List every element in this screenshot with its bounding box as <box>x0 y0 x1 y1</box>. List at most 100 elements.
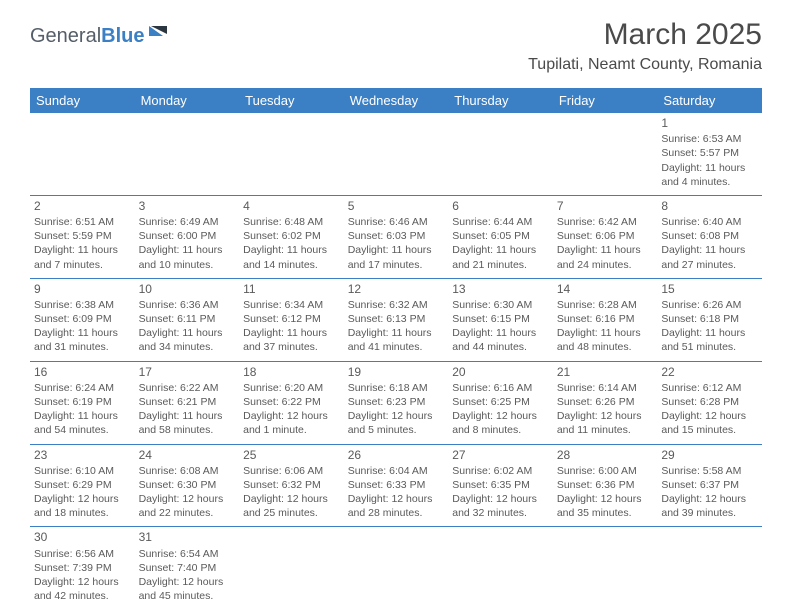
calendar-cell <box>239 527 344 609</box>
day-number: 9 <box>34 281 131 297</box>
sunrise-line: Sunrise: 6:49 AM <box>139 215 236 229</box>
sunset-line: Sunset: 6:19 PM <box>34 395 131 409</box>
calendar-cell: 31Sunrise: 6:54 AMSunset: 7:40 PMDayligh… <box>135 527 240 609</box>
sunset-line: Sunset: 6:30 PM <box>139 478 236 492</box>
sunrise-line: Sunrise: 6:14 AM <box>557 381 654 395</box>
calendar-cell: 27Sunrise: 6:02 AMSunset: 6:35 PMDayligh… <box>448 444 553 527</box>
sunrise-line: Sunrise: 5:58 AM <box>661 464 758 478</box>
flag-icon <box>149 24 171 48</box>
day-number: 26 <box>348 447 445 463</box>
calendar-body: 1Sunrise: 6:53 AMSunset: 5:57 PMDaylight… <box>30 113 762 609</box>
calendar-cell: 17Sunrise: 6:22 AMSunset: 6:21 PMDayligh… <box>135 361 240 444</box>
day-number: 21 <box>557 364 654 380</box>
day-number: 2 <box>34 198 131 214</box>
sunrise-line: Sunrise: 6:02 AM <box>452 464 549 478</box>
day-number: 1 <box>661 115 758 131</box>
daylight-line: Daylight: 11 hours and 31 minutes. <box>34 326 131 354</box>
daylight-line: Daylight: 11 hours and 48 minutes. <box>557 326 654 354</box>
calendar-table: SundayMondayTuesdayWednesdayThursdayFrid… <box>30 88 762 609</box>
calendar-cell: 5Sunrise: 6:46 AMSunset: 6:03 PMDaylight… <box>344 195 449 278</box>
sunrise-line: Sunrise: 6:18 AM <box>348 381 445 395</box>
sunrise-line: Sunrise: 6:22 AM <box>139 381 236 395</box>
weekday-header: Tuesday <box>239 88 344 113</box>
sunrise-line: Sunrise: 6:48 AM <box>243 215 340 229</box>
calendar-cell <box>344 113 449 195</box>
sunrise-line: Sunrise: 6:40 AM <box>661 215 758 229</box>
sunset-line: Sunset: 6:37 PM <box>661 478 758 492</box>
daylight-line: Daylight: 11 hours and 41 minutes. <box>348 326 445 354</box>
logo-text-1: General <box>30 25 101 48</box>
sunrise-line: Sunrise: 6:16 AM <box>452 381 549 395</box>
sunset-line: Sunset: 6:26 PM <box>557 395 654 409</box>
sunset-line: Sunset: 6:32 PM <box>243 478 340 492</box>
day-number: 14 <box>557 281 654 297</box>
sunset-line: Sunset: 6:25 PM <box>452 395 549 409</box>
daylight-line: Daylight: 12 hours and 22 minutes. <box>139 492 236 520</box>
daylight-line: Daylight: 11 hours and 4 minutes. <box>661 161 758 189</box>
logo-text-2: Blue <box>101 25 144 48</box>
daylight-line: Daylight: 11 hours and 58 minutes. <box>139 409 236 437</box>
day-number: 4 <box>243 198 340 214</box>
calendar-cell: 28Sunrise: 6:00 AMSunset: 6:36 PMDayligh… <box>553 444 658 527</box>
day-number: 8 <box>661 198 758 214</box>
calendar-cell: 6Sunrise: 6:44 AMSunset: 6:05 PMDaylight… <box>448 195 553 278</box>
sunset-line: Sunset: 6:09 PM <box>34 312 131 326</box>
sunrise-line: Sunrise: 6:42 AM <box>557 215 654 229</box>
daylight-line: Daylight: 11 hours and 27 minutes. <box>661 243 758 271</box>
calendar-cell: 9Sunrise: 6:38 AMSunset: 6:09 PMDaylight… <box>30 278 135 361</box>
daylight-line: Daylight: 11 hours and 14 minutes. <box>243 243 340 271</box>
location: Tupilati, Neamt County, Romania <box>528 56 762 74</box>
sunset-line: Sunset: 6:02 PM <box>243 229 340 243</box>
sunrise-line: Sunrise: 6:32 AM <box>348 298 445 312</box>
calendar-cell: 22Sunrise: 6:12 AMSunset: 6:28 PMDayligh… <box>657 361 762 444</box>
calendar-head: SundayMondayTuesdayWednesdayThursdayFrid… <box>30 88 762 113</box>
calendar-cell: 10Sunrise: 6:36 AMSunset: 6:11 PMDayligh… <box>135 278 240 361</box>
sunset-line: Sunset: 6:36 PM <box>557 478 654 492</box>
sunset-line: Sunset: 6:29 PM <box>34 478 131 492</box>
calendar-cell <box>553 527 658 609</box>
sunrise-line: Sunrise: 6:24 AM <box>34 381 131 395</box>
calendar-cell: 8Sunrise: 6:40 AMSunset: 6:08 PMDaylight… <box>657 195 762 278</box>
sunset-line: Sunset: 6:06 PM <box>557 229 654 243</box>
title-block: March 2025 Tupilati, Neamt County, Roman… <box>528 18 762 74</box>
day-number: 31 <box>139 529 236 545</box>
day-number: 10 <box>139 281 236 297</box>
sunrise-line: Sunrise: 6:44 AM <box>452 215 549 229</box>
day-number: 12 <box>348 281 445 297</box>
day-number: 5 <box>348 198 445 214</box>
day-number: 17 <box>139 364 236 380</box>
daylight-line: Daylight: 12 hours and 15 minutes. <box>661 409 758 437</box>
logo: GeneralBlue <box>30 24 171 48</box>
calendar-cell <box>344 527 449 609</box>
calendar-cell: 16Sunrise: 6:24 AMSunset: 6:19 PMDayligh… <box>30 361 135 444</box>
day-number: 22 <box>661 364 758 380</box>
calendar-cell: 21Sunrise: 6:14 AMSunset: 6:26 PMDayligh… <box>553 361 658 444</box>
sunrise-line: Sunrise: 6:06 AM <box>243 464 340 478</box>
calendar-cell <box>553 113 658 195</box>
sunrise-line: Sunrise: 6:38 AM <box>34 298 131 312</box>
day-number: 29 <box>661 447 758 463</box>
sunrise-line: Sunrise: 6:46 AM <box>348 215 445 229</box>
calendar-cell <box>448 113 553 195</box>
sunrise-line: Sunrise: 6:20 AM <box>243 381 340 395</box>
sunset-line: Sunset: 6:35 PM <box>452 478 549 492</box>
day-number: 19 <box>348 364 445 380</box>
sunset-line: Sunset: 6:03 PM <box>348 229 445 243</box>
day-number: 16 <box>34 364 131 380</box>
sunrise-line: Sunrise: 6:54 AM <box>139 547 236 561</box>
daylight-line: Daylight: 12 hours and 39 minutes. <box>661 492 758 520</box>
weekday-header: Saturday <box>657 88 762 113</box>
weekday-header: Monday <box>135 88 240 113</box>
daylight-line: Daylight: 11 hours and 51 minutes. <box>661 326 758 354</box>
daylight-line: Daylight: 12 hours and 8 minutes. <box>452 409 549 437</box>
calendar-cell: 15Sunrise: 6:26 AMSunset: 6:18 PMDayligh… <box>657 278 762 361</box>
daylight-line: Daylight: 11 hours and 10 minutes. <box>139 243 236 271</box>
day-number: 24 <box>139 447 236 463</box>
day-number: 3 <box>139 198 236 214</box>
daylight-line: Daylight: 12 hours and 11 minutes. <box>557 409 654 437</box>
day-number: 20 <box>452 364 549 380</box>
day-number: 28 <box>557 447 654 463</box>
calendar-cell: 24Sunrise: 6:08 AMSunset: 6:30 PMDayligh… <box>135 444 240 527</box>
calendar-cell: 26Sunrise: 6:04 AMSunset: 6:33 PMDayligh… <box>344 444 449 527</box>
calendar-cell: 13Sunrise: 6:30 AMSunset: 6:15 PMDayligh… <box>448 278 553 361</box>
